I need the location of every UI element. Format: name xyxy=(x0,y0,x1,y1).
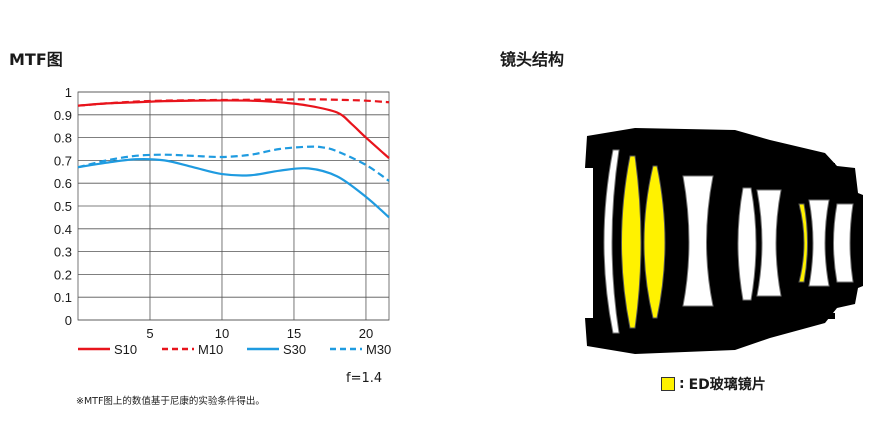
footnote: ※MTF图上的数值基于尼康的实验条件得出。 xyxy=(76,396,265,407)
y-tick-label: 0.2 xyxy=(54,267,72,282)
lens-element-4 xyxy=(682,175,714,307)
chart-grid xyxy=(77,91,390,321)
lens-element-9 xyxy=(833,203,854,283)
x-tick-label: 5 xyxy=(146,326,153,341)
y-tick-label: 0.9 xyxy=(54,108,72,123)
legend-label-m10: M10 xyxy=(198,342,223,357)
series-line-s30 xyxy=(77,157,390,219)
y-tick-label: 0.7 xyxy=(54,153,72,168)
lens-construction-title: 镜头结构 xyxy=(500,50,565,69)
y-tick-label: 0.4 xyxy=(54,222,72,237)
y-tick-label: 0.3 xyxy=(54,245,72,260)
x-tick-label: 10 xyxy=(215,326,229,341)
plot-frame xyxy=(77,91,390,321)
y-tick-label: 1 xyxy=(65,85,72,100)
lens-mount-lug-bottom xyxy=(825,313,835,319)
y-tick-label: 0 xyxy=(65,313,72,328)
lens-element-7-ed xyxy=(798,203,808,283)
lens-element-6 xyxy=(756,189,782,297)
ed-glass-swatch xyxy=(661,377,675,391)
ed-legend-label: ED玻璃镜片 xyxy=(688,377,766,393)
y-tick-label: 0.1 xyxy=(54,290,72,305)
y-tick-label: 0.8 xyxy=(54,131,72,146)
lens-element-3-ed xyxy=(643,165,666,319)
legend-label-m30: M30 xyxy=(366,342,391,357)
lens-cross-section-diagram xyxy=(585,128,863,354)
series-line-s10 xyxy=(77,99,390,159)
mtf-chart: 1 0.9 0.8 0.7 0.6 0.5 0.4 0.3 0.2 0.1 0 5 10 15 20 S10… xyxy=(54,85,391,357)
legend-label-s30: S30 xyxy=(283,342,306,357)
x-tick-label: 15 xyxy=(287,326,301,341)
x-tick-label: 20 xyxy=(359,326,373,341)
aperture-label: f=1.4 xyxy=(346,371,383,386)
lens-element-5 xyxy=(737,187,757,301)
chart-series xyxy=(77,98,390,219)
ed-glass-legend: : ED玻璃镜片 xyxy=(661,374,766,394)
mtf-chart-title: MTF图 xyxy=(9,50,63,69)
chart-legend: S10 M10 S30 M30 xyxy=(78,342,391,357)
y-tick-label: 0.5 xyxy=(54,199,72,214)
lens-element-8 xyxy=(808,199,830,287)
lens-mount-lug-top xyxy=(825,163,835,169)
lens-element-2-ed xyxy=(621,155,642,329)
ed-legend-separator: : xyxy=(679,376,685,392)
series-line-m10 xyxy=(77,98,390,107)
series-line-m30 xyxy=(77,145,390,182)
chart-axes: 1 0.9 0.8 0.7 0.6 0.5 0.4 0.3 0.2 0.1 0 5 10 15 20 xyxy=(54,85,373,341)
legend-label-s10: S10 xyxy=(114,342,137,357)
lens-element-1 xyxy=(603,149,620,334)
y-tick-label: 0.6 xyxy=(54,176,72,191)
